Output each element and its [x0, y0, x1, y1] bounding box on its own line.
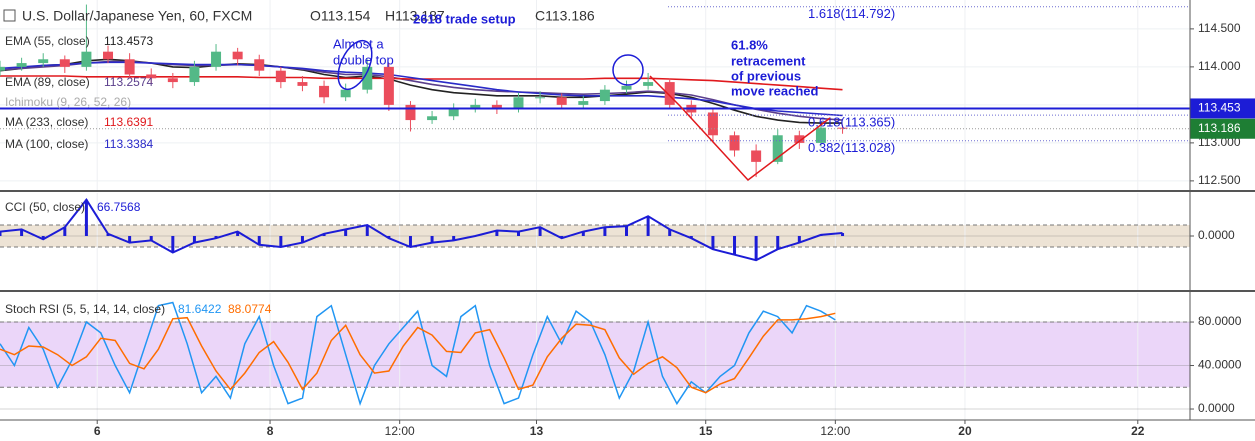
candle-body: [146, 74, 157, 79]
x-tick-label: 6: [94, 424, 101, 438]
legend-name: MA (100, close): [5, 137, 88, 151]
y-tick-label: 114.000: [1198, 59, 1241, 73]
candle-body: [232, 51, 243, 60]
annotation: double top: [333, 52, 394, 67]
y-tick-label: 114.500: [1198, 21, 1241, 35]
cci-line: [0, 197, 843, 262]
candle-body: [772, 135, 783, 162]
legend-value: 81.6422: [178, 302, 222, 316]
candle-body: [578, 101, 589, 105]
candle-body: [211, 51, 222, 67]
legend-name: Ichimoku (9, 26, 52, 26): [5, 95, 131, 109]
candle-body: [837, 127, 848, 129]
candle-body: [621, 85, 632, 90]
y-tick-label: 80.0000: [1198, 314, 1242, 328]
x-tick-label: 13: [530, 424, 544, 438]
annotation: retracement: [731, 53, 806, 68]
annotation: of previous: [731, 68, 801, 83]
legend-value: 88.0774: [228, 302, 272, 316]
x-tick-label: 12:00: [820, 424, 850, 438]
candle-body: [254, 59, 265, 71]
legend-value: 113.6391: [104, 115, 153, 129]
legend-name: CCI (50, close): [5, 200, 85, 214]
candle-body: [556, 97, 567, 105]
candle-body: [599, 89, 610, 102]
ohlc-open: O113.154: [310, 8, 371, 24]
x-tick-label: 8: [267, 424, 274, 438]
x-tick-label: 20: [958, 424, 972, 438]
ohlc-high: H113.187: [385, 8, 445, 24]
stoch-line: [0, 301, 836, 406]
candle-body: [751, 150, 762, 162]
candle-body: [38, 59, 49, 64]
y-tick-label: 0.0000: [1198, 228, 1235, 242]
candle-body: [0, 66, 5, 71]
price-label-box: [1190, 118, 1255, 139]
fib-label: 0.618(113.365): [808, 115, 895, 130]
band: [0, 225, 1190, 247]
y-tick-label: 112.500: [1198, 173, 1241, 187]
candle-body: [81, 51, 92, 67]
pattern-line: [649, 75, 831, 182]
candle-body: [491, 104, 502, 109]
candle-body: [815, 127, 826, 143]
legend-value: 113.3384: [104, 137, 153, 151]
indicator-line: [0, 61, 843, 117]
candle-body: [794, 135, 805, 143]
candle-body: [16, 63, 27, 67]
collapse-icon[interactable]: [3, 9, 16, 22]
price-label: 113.453: [1198, 101, 1241, 115]
fib-label: 1.618(114.792): [808, 6, 895, 21]
candle-body: [427, 116, 438, 121]
candle-body: [470, 104, 481, 109]
y-tick-label: 40.0000: [1198, 358, 1242, 372]
legend-value: 113.4573: [104, 34, 153, 48]
stoch-line: [0, 312, 836, 394]
candle-body: [405, 104, 416, 121]
candle-body: [643, 82, 654, 86]
legend-value: 113.2574: [104, 75, 153, 89]
legend-name: EMA (89, close): [5, 75, 90, 89]
top-circle: [612, 54, 644, 86]
x-tick-label: 12:00: [385, 424, 415, 438]
candle-body: [362, 66, 373, 90]
candle-body: [59, 59, 70, 67]
y-tick-label: 0.0000: [1198, 401, 1235, 415]
candle-body: [535, 97, 546, 99]
candle-body: [448, 108, 459, 117]
annotation: Almost a: [333, 36, 384, 51]
candle-body: [124, 59, 135, 75]
x-tick-label: 22: [1131, 424, 1145, 438]
legend-name: EMA (55, close): [5, 34, 90, 48]
ohlc-close: C113.186: [535, 8, 595, 24]
candle-body: [275, 70, 286, 83]
annotation: 2618 trade setup: [413, 11, 516, 26]
candle-body: [383, 66, 394, 105]
candle-body: [297, 82, 308, 86]
price-label-box: [1190, 98, 1255, 119]
candle-body: [189, 66, 200, 83]
legend-value: 66.7568: [97, 200, 141, 214]
candle-body: [167, 78, 178, 83]
candle-body: [319, 85, 330, 98]
price-label: 113.186: [1198, 121, 1241, 135]
double-top-circle: [337, 39, 373, 91]
candle-body: [340, 89, 351, 98]
candle-body: [103, 51, 114, 60]
symbol-title: U.S. Dollar/Japanese Yen, 60, FXCM: [22, 8, 252, 24]
x-tick-label: 15: [699, 424, 713, 438]
fib-label: 0.382(113.028): [808, 140, 895, 155]
annotation: move reached: [731, 83, 818, 98]
candle-body: [513, 97, 524, 109]
candle-body: [707, 112, 718, 136]
candle-body: [729, 135, 740, 151]
candle-body: [664, 82, 675, 105]
legend-name: MA (233, close): [5, 115, 88, 129]
annotation: 61.8%: [731, 37, 768, 52]
legend-name: Stoch RSI (5, 5, 14, 14, close): [5, 302, 165, 316]
